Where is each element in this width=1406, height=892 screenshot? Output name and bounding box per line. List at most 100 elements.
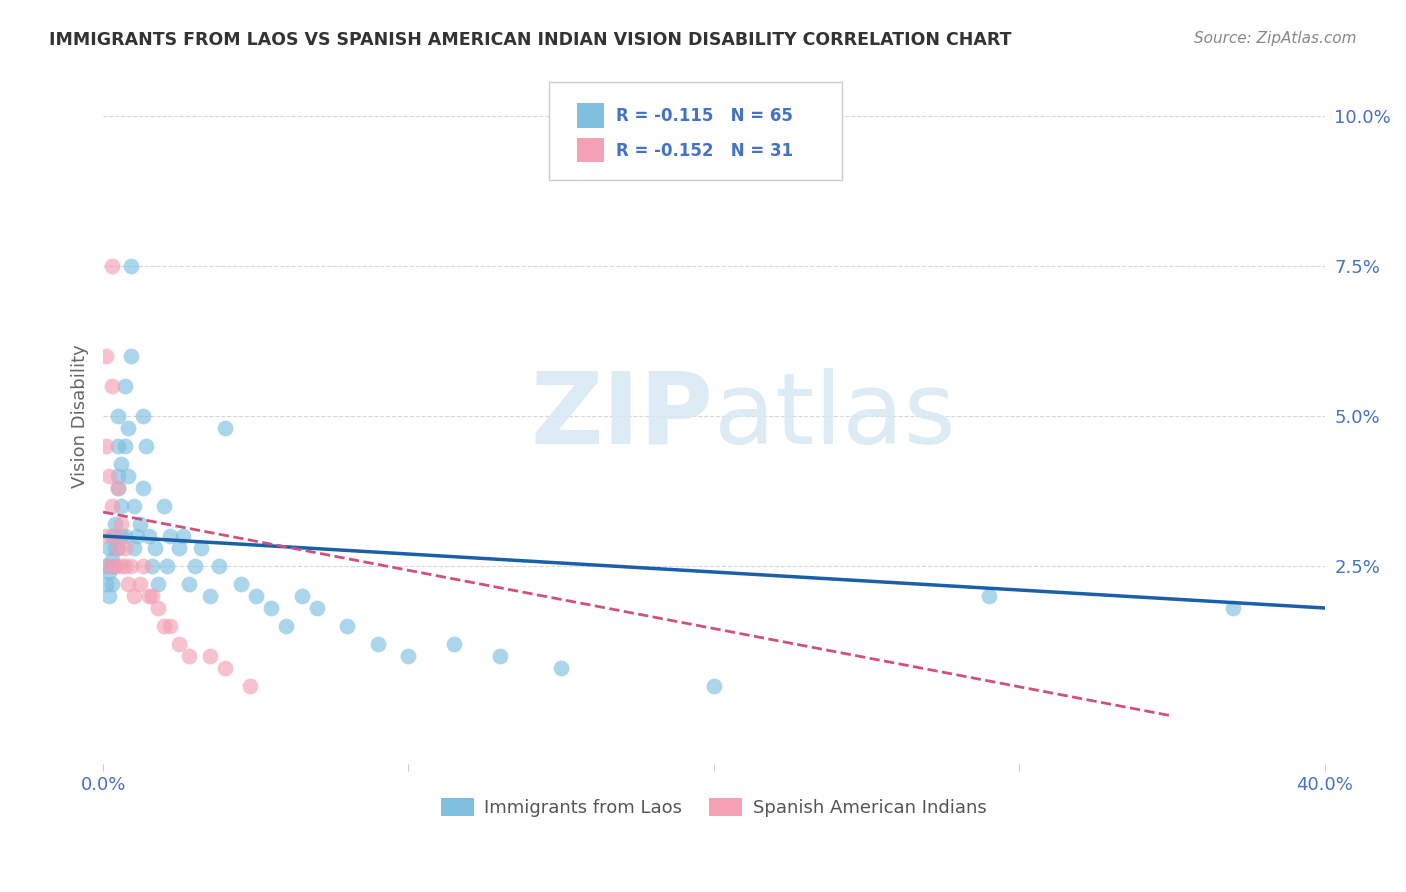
Point xyxy=(132,559,155,574)
Legend: Immigrants from Laos, Spanish American Indians: Immigrants from Laos, Spanish American I… xyxy=(434,790,994,824)
Point xyxy=(114,559,136,574)
Point xyxy=(110,517,132,532)
Point xyxy=(104,541,127,555)
Point xyxy=(367,637,389,651)
Text: ZIP: ZIP xyxy=(531,368,714,465)
Point xyxy=(977,589,1000,603)
Point xyxy=(101,379,124,393)
Point xyxy=(101,499,124,513)
Point xyxy=(101,559,124,574)
Point xyxy=(110,499,132,513)
Point xyxy=(141,559,163,574)
Point xyxy=(198,589,221,603)
Point xyxy=(138,529,160,543)
FancyBboxPatch shape xyxy=(576,138,605,162)
Point xyxy=(336,619,359,633)
Point xyxy=(98,565,121,579)
Point xyxy=(107,541,129,555)
Point xyxy=(214,421,236,435)
Point xyxy=(276,619,298,633)
Point xyxy=(443,637,465,651)
Point xyxy=(107,541,129,555)
FancyBboxPatch shape xyxy=(576,103,605,128)
Point xyxy=(117,421,139,435)
Point xyxy=(107,439,129,453)
Point xyxy=(138,589,160,603)
Point xyxy=(104,559,127,574)
Text: R = -0.115   N = 65: R = -0.115 N = 65 xyxy=(616,107,793,125)
Point xyxy=(172,529,194,543)
Point xyxy=(291,589,314,603)
Point xyxy=(245,589,267,603)
Text: atlas: atlas xyxy=(714,368,956,465)
Point xyxy=(114,379,136,393)
Point xyxy=(239,679,262,693)
Text: Source: ZipAtlas.com: Source: ZipAtlas.com xyxy=(1194,31,1357,46)
Point xyxy=(159,529,181,543)
Point xyxy=(177,577,200,591)
Point xyxy=(101,553,124,567)
Point xyxy=(107,469,129,483)
Point xyxy=(104,529,127,543)
Text: R = -0.152   N = 31: R = -0.152 N = 31 xyxy=(616,142,793,160)
Point xyxy=(128,577,150,591)
Point xyxy=(214,661,236,675)
Point xyxy=(153,619,176,633)
Point xyxy=(96,529,118,543)
Point xyxy=(122,499,145,513)
Point xyxy=(190,541,212,555)
Y-axis label: Vision Disability: Vision Disability xyxy=(72,344,89,488)
Point xyxy=(1222,601,1244,615)
Point xyxy=(98,541,121,555)
Point xyxy=(96,349,118,363)
Point xyxy=(107,481,129,495)
Point xyxy=(143,541,166,555)
Point xyxy=(153,499,176,513)
Point xyxy=(98,469,121,483)
Point xyxy=(398,648,420,663)
Point xyxy=(101,529,124,543)
Point xyxy=(110,559,132,574)
Point xyxy=(122,541,145,555)
Point xyxy=(101,260,124,274)
Point xyxy=(110,529,132,543)
Point xyxy=(117,469,139,483)
Point xyxy=(169,541,191,555)
Point xyxy=(114,439,136,453)
Point xyxy=(120,349,142,363)
Point xyxy=(107,409,129,424)
Point xyxy=(177,648,200,663)
Point xyxy=(107,481,129,495)
Point xyxy=(101,577,124,591)
Point xyxy=(198,648,221,663)
Point xyxy=(184,559,207,574)
Point xyxy=(96,577,118,591)
Point xyxy=(114,541,136,555)
Point xyxy=(703,679,725,693)
FancyBboxPatch shape xyxy=(548,82,842,180)
Point xyxy=(135,439,157,453)
Point xyxy=(104,559,127,574)
Point xyxy=(489,648,512,663)
Text: IMMIGRANTS FROM LAOS VS SPANISH AMERICAN INDIAN VISION DISABILITY CORRELATION CH: IMMIGRANTS FROM LAOS VS SPANISH AMERICAN… xyxy=(49,31,1012,49)
Point xyxy=(120,559,142,574)
Point xyxy=(125,529,148,543)
Point xyxy=(132,481,155,495)
Point xyxy=(159,619,181,633)
Point xyxy=(169,637,191,651)
Point xyxy=(550,661,572,675)
Point xyxy=(305,601,328,615)
Point xyxy=(117,577,139,591)
Point xyxy=(229,577,252,591)
Point xyxy=(96,439,118,453)
Point xyxy=(156,559,179,574)
Point xyxy=(96,559,118,574)
Point xyxy=(122,589,145,603)
Point xyxy=(146,577,169,591)
Point xyxy=(110,457,132,471)
Point xyxy=(120,260,142,274)
Point xyxy=(104,529,127,543)
Point xyxy=(141,589,163,603)
Point xyxy=(208,559,231,574)
Point xyxy=(146,601,169,615)
